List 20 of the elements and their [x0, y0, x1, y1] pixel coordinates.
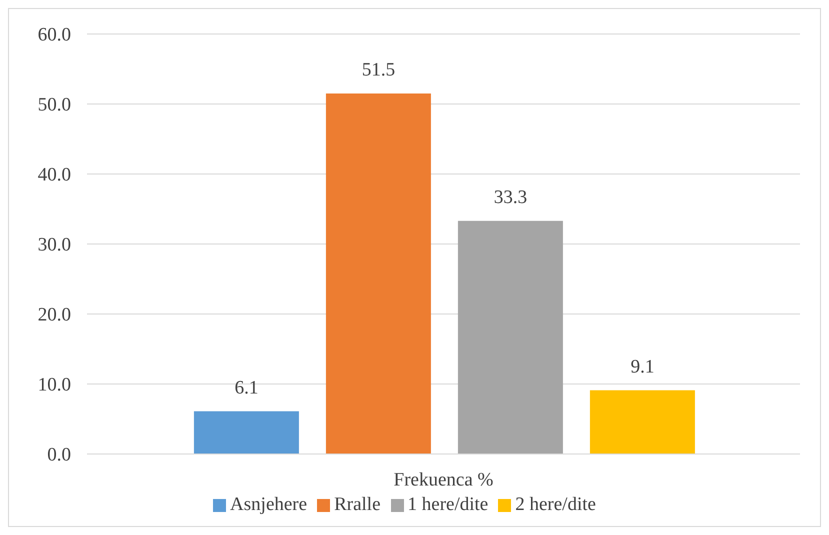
- y-tick-label: 50.0: [38, 94, 71, 116]
- legend-label: 1 here/dite: [408, 494, 488, 515]
- y-tick-label: 30.0: [38, 234, 71, 256]
- y-tick-label: 60.0: [38, 24, 71, 46]
- legend-label: Asnjehere: [230, 494, 308, 515]
- data-label: 6.1: [234, 377, 258, 398]
- data-label: 33.3: [494, 186, 528, 208]
- bar: [590, 390, 695, 454]
- y-tick-label: 0.0: [47, 444, 71, 466]
- bar: [326, 94, 431, 454]
- y-tick-label: 40.0: [38, 164, 71, 186]
- legend-label: Rralle: [334, 494, 381, 515]
- bar: [194, 411, 299, 454]
- data-label: 51.5: [362, 60, 396, 80]
- bar: [458, 220, 563, 454]
- y-tick-label: 10.0: [38, 374, 71, 396]
- data-label: 9.1: [630, 356, 654, 378]
- y-tick-label: 20.0: [38, 304, 71, 326]
- x-tick-label: Frekuenca %: [394, 469, 494, 490]
- legend-label: 2 here/dite: [515, 494, 596, 515]
